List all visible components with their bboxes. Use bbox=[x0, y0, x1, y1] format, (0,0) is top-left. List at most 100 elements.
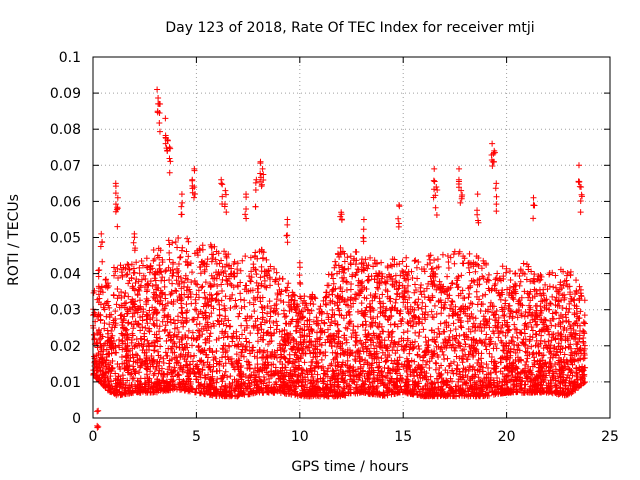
data-point bbox=[299, 314, 306, 321]
data-point bbox=[341, 258, 348, 265]
data-point bbox=[350, 389, 357, 396]
data-point bbox=[126, 362, 133, 369]
data-point bbox=[137, 314, 144, 321]
data-point bbox=[459, 382, 466, 389]
data-point bbox=[411, 258, 418, 265]
data-point bbox=[384, 369, 391, 376]
data-point bbox=[93, 340, 100, 347]
data-point bbox=[329, 367, 336, 374]
data-point bbox=[524, 374, 531, 381]
data-point bbox=[174, 359, 181, 366]
data-point bbox=[103, 346, 110, 353]
data-point bbox=[563, 281, 570, 288]
data-point bbox=[482, 343, 489, 350]
data-point bbox=[457, 343, 464, 350]
data-point bbox=[389, 304, 396, 311]
data-point bbox=[199, 242, 206, 249]
data-point bbox=[439, 386, 446, 393]
data-point bbox=[375, 367, 382, 374]
data-point bbox=[323, 294, 330, 301]
data-point bbox=[280, 388, 287, 395]
data-point bbox=[210, 377, 217, 384]
data-point bbox=[369, 297, 376, 304]
data-point bbox=[312, 338, 319, 345]
data-point bbox=[301, 359, 308, 366]
data-point bbox=[364, 265, 371, 272]
data-point bbox=[134, 352, 141, 359]
data-point bbox=[188, 279, 195, 286]
data-point bbox=[203, 302, 210, 309]
data-point bbox=[201, 260, 208, 267]
data-point bbox=[114, 265, 121, 272]
data-point bbox=[312, 295, 319, 302]
data-point bbox=[483, 331, 490, 338]
data-point bbox=[495, 334, 502, 341]
data-point bbox=[170, 259, 177, 266]
data-point bbox=[164, 387, 171, 394]
data-point bbox=[409, 323, 416, 330]
data-point bbox=[466, 250, 473, 257]
data-point bbox=[389, 375, 396, 382]
data-point bbox=[477, 320, 484, 327]
data-point bbox=[216, 321, 223, 328]
data-point bbox=[454, 366, 461, 373]
data-point bbox=[153, 310, 160, 317]
data-point bbox=[307, 300, 314, 307]
data-point bbox=[273, 318, 280, 325]
data-point bbox=[162, 349, 169, 356]
data-point bbox=[170, 377, 177, 384]
data-point bbox=[546, 300, 553, 307]
data-point bbox=[433, 311, 440, 318]
data-point bbox=[370, 375, 377, 382]
data-point bbox=[578, 292, 585, 299]
data-point bbox=[199, 367, 206, 374]
data-point bbox=[119, 302, 126, 309]
data-point bbox=[186, 286, 193, 293]
data-point bbox=[211, 390, 218, 397]
data-point bbox=[464, 356, 471, 363]
data-point bbox=[397, 308, 404, 315]
data-point bbox=[281, 364, 288, 371]
data-point bbox=[540, 388, 547, 395]
data-point bbox=[376, 270, 383, 277]
data-point bbox=[206, 313, 213, 320]
data-point bbox=[576, 364, 583, 371]
data-point bbox=[192, 389, 199, 396]
data-point bbox=[231, 258, 238, 265]
data-point bbox=[156, 335, 163, 342]
data-point bbox=[475, 374, 482, 381]
data-point bbox=[185, 327, 192, 334]
data-point bbox=[374, 260, 381, 267]
data-point bbox=[504, 319, 511, 326]
data-point bbox=[323, 301, 330, 308]
data-point bbox=[153, 334, 160, 341]
data-point bbox=[171, 340, 178, 347]
data-point bbox=[197, 270, 204, 277]
data-point bbox=[106, 314, 113, 321]
data-point bbox=[201, 372, 208, 379]
data-point bbox=[514, 354, 521, 361]
data-point bbox=[186, 368, 193, 375]
data-point bbox=[486, 341, 493, 348]
data-point bbox=[238, 322, 245, 329]
data-point bbox=[423, 285, 430, 292]
data-point bbox=[206, 296, 213, 303]
data-point bbox=[254, 355, 261, 361]
data-point bbox=[160, 355, 167, 362]
data-point bbox=[179, 368, 186, 375]
data-point bbox=[136, 297, 143, 304]
data-point bbox=[206, 376, 213, 383]
data-point bbox=[483, 346, 490, 353]
chart-title: Day 123 of 2018, Rate Of TEC Index for r… bbox=[165, 20, 534, 36]
data-point bbox=[561, 351, 568, 358]
data-point bbox=[351, 356, 358, 363]
data-point bbox=[343, 286, 350, 293]
data-point bbox=[188, 386, 195, 393]
data-point bbox=[308, 362, 315, 369]
data-point bbox=[490, 312, 497, 319]
data-point bbox=[284, 284, 291, 291]
data-point bbox=[149, 304, 156, 311]
data-point bbox=[145, 385, 152, 392]
data-point bbox=[230, 270, 237, 277]
data-point bbox=[440, 391, 447, 398]
